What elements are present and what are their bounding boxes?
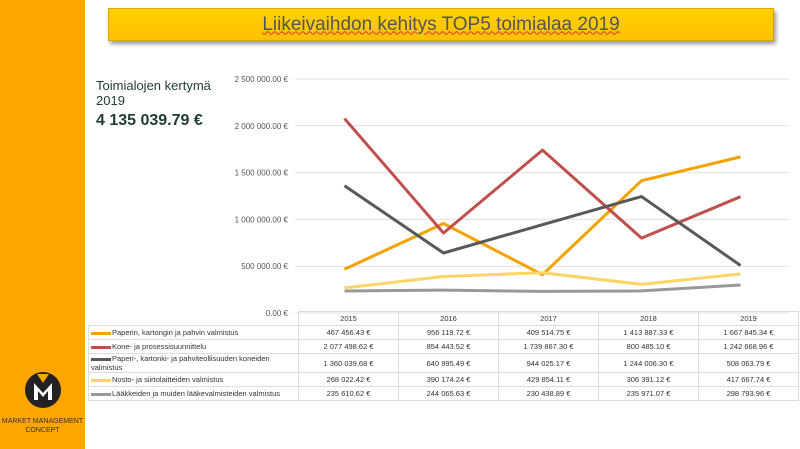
data-label: 1 242 668.96 €: [698, 339, 799, 354]
data-label: 800 485.10 €: [598, 339, 699, 354]
data-label: 1 667 845.34 €: [698, 325, 799, 340]
y-tick-label: 2 000 000.00 €: [235, 122, 289, 131]
y-tick-label: 500 000.00 €: [241, 262, 288, 271]
data-label: 390 174.24 €: [398, 372, 499, 387]
legend-swatch: [91, 345, 111, 349]
legend-swatch: [91, 392, 111, 396]
legend-label: Kone- ja prosessisuunnittelu: [112, 342, 207, 351]
legend-swatch: [91, 357, 111, 361]
x-tick-label: 2019: [698, 311, 799, 326]
table-row: Paperin, kartongin ja pahvin valmistus 46…: [88, 325, 799, 340]
y-tick-label: 1 000 000.00 €: [235, 215, 289, 224]
data-label: 417 667.74 €: [698, 372, 799, 387]
data-label: 1 244 006.30 €: [598, 353, 699, 373]
data-label: 429 854.11 €: [498, 372, 599, 387]
legend-label: Nosto- ja siirtolaitteiden valmistus: [112, 375, 224, 384]
logo-text: MARKET MANAGEMENT CONCEPT: [1, 418, 84, 434]
series-line: [343, 117, 742, 240]
data-label: 640 995.49 €: [398, 353, 499, 373]
data-label: 1 739 867.30 €: [498, 339, 599, 354]
data-label: 2 077 498.62 €: [298, 339, 399, 354]
data-label: 230 438.89 €: [498, 386, 599, 401]
series-line: [343, 184, 742, 267]
legend-swatch: [91, 331, 111, 335]
data-label: 235 971.07 €: [598, 386, 699, 401]
kpi-label: Toimialojen kertymä 2019: [96, 78, 211, 108]
y-tick-label: 2 500 000.00 €: [235, 75, 289, 84]
legend-label: Paperin, kartongin ja pahvin valmistus: [112, 328, 239, 337]
data-table: 2015 2016 2017 2018 2019 Paperin, kartongin j…: [88, 311, 799, 401]
logo: MARKET MANAGEMENT CONCEPT: [0, 370, 85, 435]
data-label: 268 022.42 €: [298, 372, 399, 387]
data-label: 306 391.12 €: [598, 372, 699, 387]
x-tick-label: 2016: [398, 311, 499, 326]
table-row: Kone- ja prosessisuunnittelu 2 077 498.62…: [88, 339, 799, 354]
table-row: Lääkkeiden ja muiden lääkevalmisteiden v…: [88, 386, 799, 401]
legend-label: Lääkkeiden ja muiden lääkevalmisteiden v…: [112, 389, 281, 398]
x-tick-label: 2015: [298, 311, 399, 326]
kpi-value: 4 135 039.79 €: [96, 112, 203, 129]
data-label: 244 065.63 €: [398, 386, 499, 401]
table-header: 2015 2016 2017 2018 2019: [88, 311, 799, 326]
data-label: 854 443.52 €: [398, 339, 499, 354]
logo-icon: [24, 372, 61, 408]
data-label: 944 025.17 €: [498, 353, 599, 373]
table-row: Nosto- ja siirtolaitteiden valmistus 268 …: [88, 372, 799, 387]
series-line: [344, 271, 741, 290]
table-row: Paperi-, kartonki- ja pahviteollisuuden …: [88, 353, 799, 373]
data-label: 298 793.96 €: [698, 386, 799, 401]
x-tick-label: 2018: [598, 311, 699, 326]
data-label: 508 063.79 €: [698, 353, 799, 373]
series-line: [343, 155, 741, 277]
y-tick-label: 1 500 000.00 €: [235, 169, 289, 178]
page-title: Liikeivaihdon kehitys TOP5 toimialaa 201…: [108, 8, 774, 41]
series-line: [344, 283, 741, 293]
data-label: 1 360 039.68 €: [298, 353, 399, 373]
data-label: 956 119.72 €: [398, 325, 499, 340]
legend-swatch: [91, 378, 111, 382]
data-label: 235 610.62 €: [298, 386, 399, 401]
legend-label: Paperi-, kartonki- ja pahviteollisuuden …: [91, 354, 270, 372]
kpi: Toimialojen kertymä 2019 4 135 039.79 €: [96, 78, 216, 130]
data-label: 1 413 887.33 €: [598, 325, 699, 340]
data-label: 409 514.75 €: [498, 325, 599, 340]
data-label: 467 456.43 €: [298, 325, 399, 340]
x-tick-label: 2017: [498, 311, 599, 326]
